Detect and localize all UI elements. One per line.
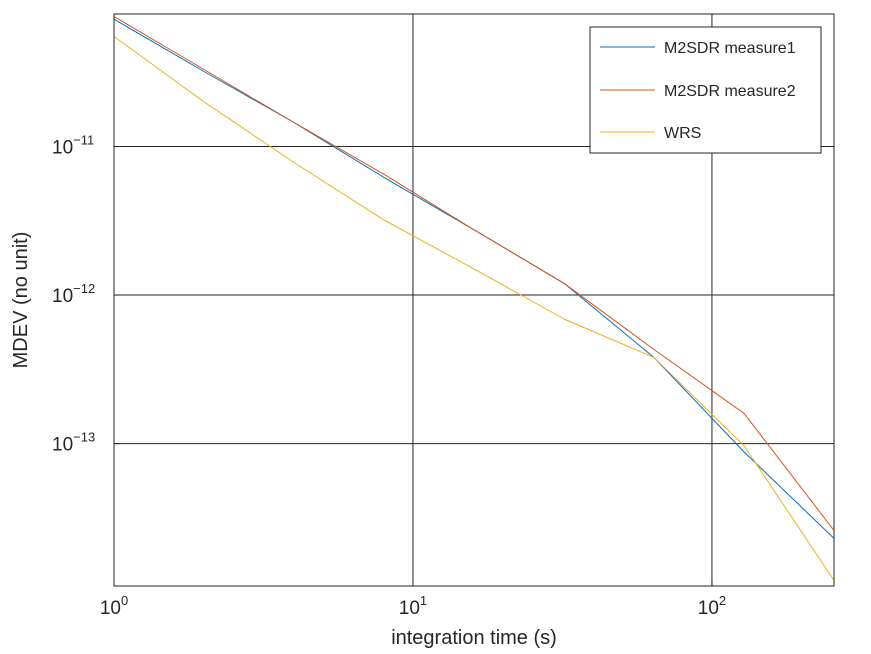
y-tick-label: 10−12	[52, 281, 95, 307]
y-tick-label-base: 10	[52, 286, 73, 307]
legend-label-m2sdr-measure2: M2SDR measure2	[664, 83, 796, 100]
y-tick-label-exponent: −12	[73, 281, 95, 296]
x-tick-label-base: 10	[100, 598, 121, 619]
y-tick-label-exponent: −13	[73, 430, 95, 445]
series-line-wrs	[113, 36, 835, 581]
data-series	[113, 16, 835, 581]
legend: M2SDR measure1 M2SDR measure2 WRS	[589, 26, 822, 154]
x-axis-label: integration time (s)	[391, 627, 557, 649]
legend-label-wrs: WRS	[664, 125, 701, 142]
x-tick-label-exponent: 1	[420, 593, 427, 608]
x-tick-label: 100	[100, 593, 128, 619]
plot-frame	[113, 13, 835, 587]
legend-label-m2sdr-measure1: M2SDR measure1	[664, 40, 796, 57]
y-axis-label: MDEV (no unit)	[10, 232, 32, 369]
y-tick-label: 10−11	[52, 133, 94, 159]
y-tick-label: 10−13	[52, 430, 95, 456]
x-tick-label: 102	[698, 593, 726, 619]
x-tick-label-exponent: 2	[719, 593, 726, 608]
x-tick-label-base: 10	[399, 598, 420, 619]
y-tick-label-base: 10	[52, 138, 73, 159]
y-tick-label-base: 10	[52, 435, 73, 456]
x-tick-label: 101	[399, 593, 427, 619]
x-tick-label-base: 10	[698, 598, 719, 619]
x-tick-label-exponent: 0	[121, 593, 128, 608]
y-tick-label-exponent: −11	[73, 133, 94, 148]
series-line-m2sdr-measure2	[113, 16, 835, 531]
